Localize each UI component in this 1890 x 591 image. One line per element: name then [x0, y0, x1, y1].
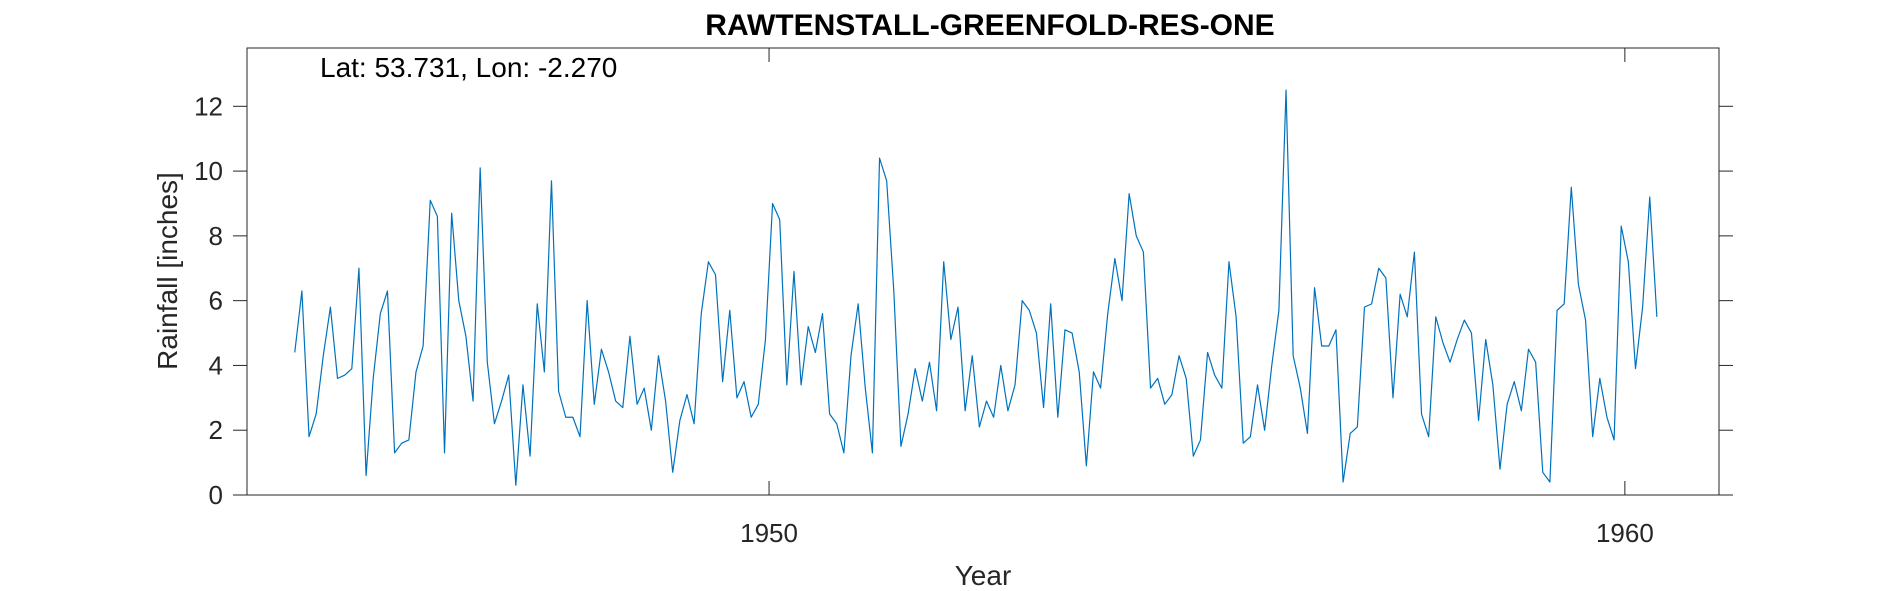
- y-tick-label: 6: [209, 286, 223, 316]
- y-axis-label: Rainfall [inches]: [152, 172, 183, 370]
- x-axis-label: Year: [955, 560, 1012, 591]
- series-layer: [294, 89, 1658, 486]
- series-line-0: [294, 89, 1658, 486]
- plot-area: [246, 47, 1720, 496]
- x-tick-label: 1950: [740, 518, 798, 548]
- y-tick-label: 2: [209, 415, 223, 445]
- y-tick-label: 8: [209, 221, 223, 251]
- y-axis: 0 2 4 6 8 10 12: [194, 91, 1733, 510]
- y-tick-label: 4: [209, 350, 223, 380]
- location-annotation: Lat: 53.731, Lon: -2.270: [320, 52, 617, 83]
- y-tick-label: 12: [194, 91, 223, 121]
- chart-title: RAWTENSTALL-GREENFOLD-RES-ONE: [705, 9, 1274, 42]
- x-tick-label: 1960: [1596, 518, 1654, 548]
- y-tick-label: 10: [194, 156, 223, 186]
- y-tick-label: 0: [209, 480, 223, 510]
- x-axis: 1950 1960: [740, 48, 1654, 548]
